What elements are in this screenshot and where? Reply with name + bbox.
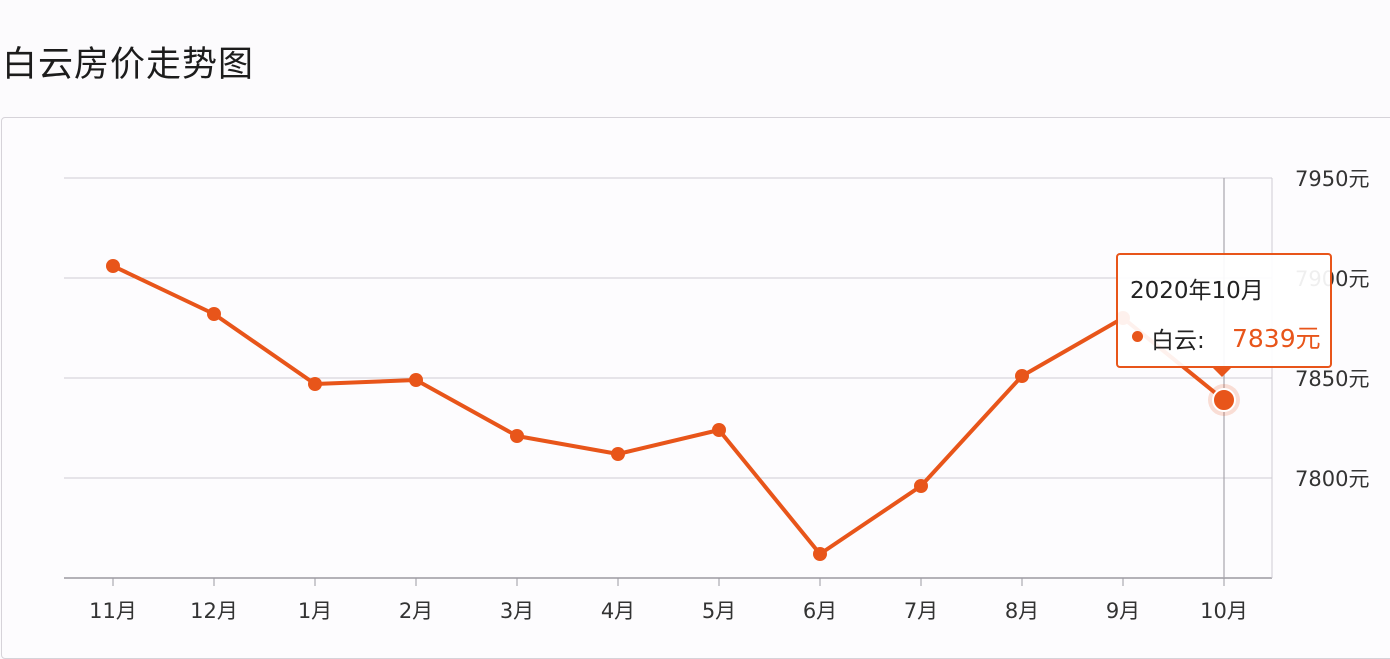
data-point [712,423,726,437]
data-point [813,547,827,561]
tooltip-date: 2020年10月 [1130,278,1264,304]
series-line [111,264,1226,556]
x-tick-label: 11月 [89,599,137,623]
y-tick-label: 7950元 [1295,167,1369,191]
data-point [1015,369,1029,383]
data-point [914,479,928,493]
tooltip-series-marker [1132,331,1143,342]
x-tick-label: 2月 [399,599,433,623]
data-point [510,429,524,443]
x-tick-label: 1月 [298,599,332,623]
grid-layer [64,177,1272,479]
data-point-highlighted [1212,388,1236,412]
x-tick-label: 4月 [601,599,635,623]
x-tick-label: 7月 [904,599,938,623]
data-point [409,373,423,387]
tooltip-value: 7839元 [1232,324,1321,353]
x-tick-label: 8月 [1005,599,1039,623]
y-tick-label: 7800元 [1295,467,1369,491]
data-point [308,377,322,391]
tooltip-series-label: 白云: [1151,328,1205,354]
chart-card: 7800元 7850元 7900元 7950元 11月 12月 1月 2月 3月 4月 5月 6月 7月… [1,117,1390,659]
y-tick-label: 7850元 [1295,367,1369,391]
data-point [207,307,221,321]
x-tick-label: 10月 [1200,599,1248,623]
data-point [106,259,120,273]
chart-tooltip: 2020年10月 白云: 7839元 [1116,253,1332,377]
page-title: 白云房价走势图 [2,45,255,85]
x-tick-label: 6月 [803,599,837,623]
x-tick-label: 12月 [190,599,238,623]
data-point [611,447,625,461]
series-layer [106,259,1240,561]
x-tick-label: 3月 [500,599,534,623]
x-tick-label: 9月 [1106,599,1140,623]
x-tick-label: 5月 [702,599,736,623]
